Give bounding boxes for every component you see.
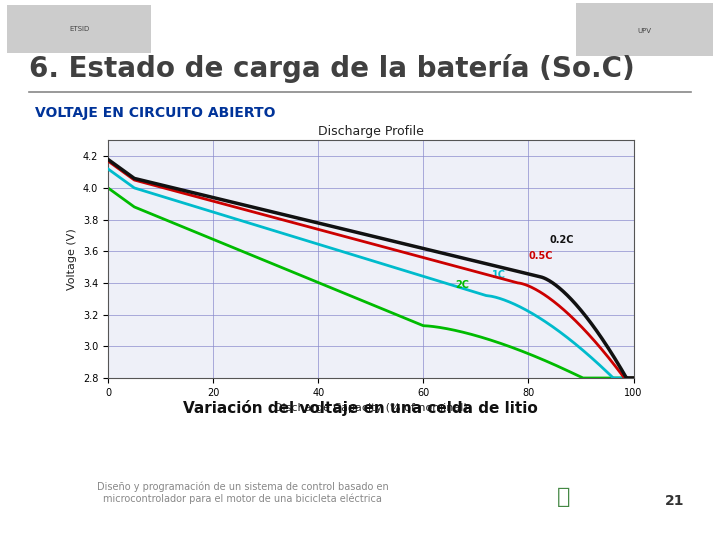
Text: 2C: 2C bbox=[455, 280, 469, 290]
X-axis label: Discharge Capacity (% of nominal): Discharge Capacity (% of nominal) bbox=[274, 403, 468, 413]
Bar bbox=[7, 5, 151, 53]
Text: 🚲: 🚲 bbox=[557, 487, 570, 507]
Text: UPV: UPV bbox=[637, 28, 652, 34]
Text: VOLTAJE EN CIRCUITO ABIERTO: VOLTAJE EN CIRCUITO ABIERTO bbox=[35, 106, 276, 120]
Text: ETSID: ETSID bbox=[69, 26, 89, 32]
Text: 0.5C: 0.5C bbox=[528, 251, 553, 261]
Y-axis label: Voltage (V): Voltage (V) bbox=[68, 228, 77, 290]
Text: 1C: 1C bbox=[492, 270, 505, 280]
Text: 0.2C: 0.2C bbox=[549, 235, 574, 245]
Bar bbox=[576, 3, 713, 56]
Text: Variación del voltaje en una celda de litio: Variación del voltaje en una celda de li… bbox=[183, 400, 537, 416]
Text: 6. Estado de carga de la batería (So.C): 6. Estado de carga de la batería (So.C) bbox=[29, 53, 634, 83]
Title: Discharge Profile: Discharge Profile bbox=[318, 125, 424, 138]
Text: 21: 21 bbox=[665, 494, 685, 508]
Text: Diseño y programación de un sistema de control basado en
microcontrolador para e: Diseño y programación de un sistema de c… bbox=[96, 482, 388, 504]
